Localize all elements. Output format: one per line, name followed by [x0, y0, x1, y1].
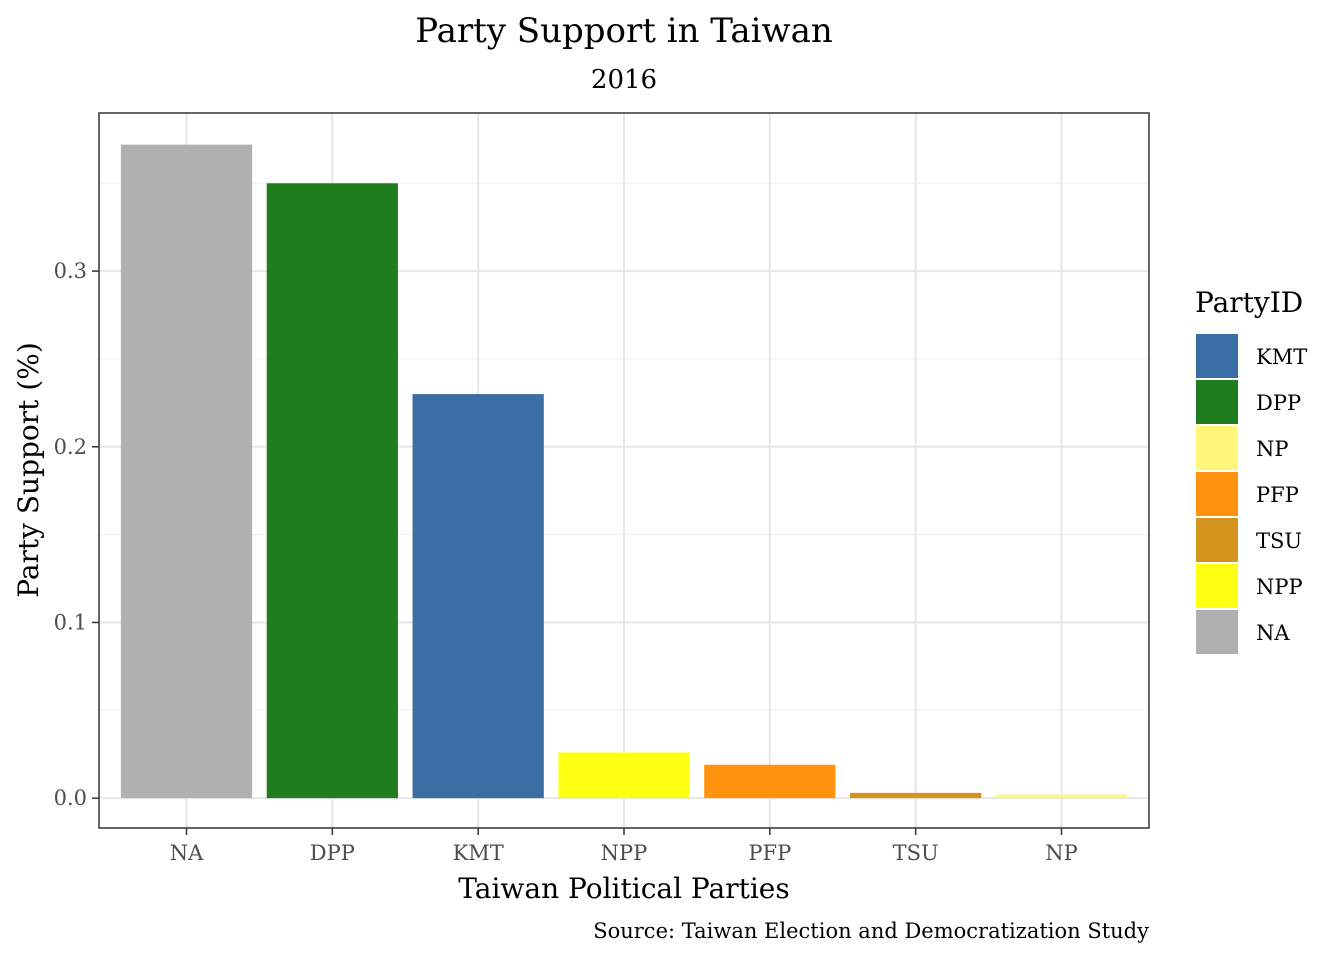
- x-tick-label: DPP: [310, 841, 355, 865]
- y-tick-label: 0.2: [54, 435, 87, 459]
- legend-label: DPP: [1256, 391, 1301, 415]
- legend-items: KMT DPP NP PFP TSU NPP NA: [1196, 334, 1307, 654]
- x-axis-ticks: NA DPP KMT NPP PFP TSU NP: [170, 828, 1078, 865]
- bar-dpp: [266, 183, 398, 799]
- bar-pfp: [704, 764, 836, 799]
- x-tick-label: NA: [170, 841, 204, 865]
- x-tick-label: KMT: [453, 841, 504, 865]
- bar-tsu: [850, 792, 982, 799]
- bars: [120, 144, 1128, 799]
- legend-label: PFP: [1256, 483, 1299, 507]
- grid-lines: [99, 113, 1149, 828]
- legend-title: PartyID: [1195, 286, 1303, 319]
- chart-subtitle: 2016: [591, 65, 657, 95]
- y-axis-ticks: 0.0 0.1 0.2 0.3: [54, 259, 99, 810]
- legend-key-dpp: [1196, 380, 1238, 424]
- y-tick-label: 0.0: [54, 786, 87, 810]
- legend: PartyID KMT DPP NP PFP TSU NPP NA: [1195, 286, 1307, 654]
- legend-label: NP: [1256, 437, 1289, 461]
- x-tick-label: NP: [1045, 841, 1078, 865]
- legend-key-tsu: [1196, 518, 1238, 562]
- legend-label: NA: [1256, 621, 1290, 645]
- legend-key-npp: [1196, 564, 1238, 608]
- x-axis-title: Taiwan Political Parties: [458, 872, 789, 905]
- x-tick-label: PFP: [748, 841, 791, 865]
- y-axis-title: Party Support (%): [12, 342, 45, 598]
- y-tick-label: 0.3: [54, 259, 87, 283]
- bar-kmt: [412, 394, 544, 799]
- y-tick-label: 0.1: [54, 610, 87, 634]
- legend-key-kmt: [1196, 334, 1238, 378]
- legend-label: TSU: [1256, 529, 1302, 553]
- legend-key-np: [1196, 426, 1238, 470]
- bar-npp: [558, 752, 690, 799]
- legend-label: NPP: [1256, 575, 1303, 599]
- chart-title: Party Support in Taiwan: [415, 11, 833, 51]
- chart-caption: Source: Taiwan Election and Democratizat…: [593, 919, 1149, 943]
- bar-np: [995, 794, 1128, 799]
- x-tick-label: NPP: [601, 841, 648, 865]
- bar-na: [120, 144, 253, 799]
- legend-key-pfp: [1196, 472, 1238, 516]
- legend-label: KMT: [1256, 345, 1307, 369]
- x-tick-label: TSU: [893, 841, 939, 865]
- legend-key-na: [1196, 610, 1238, 654]
